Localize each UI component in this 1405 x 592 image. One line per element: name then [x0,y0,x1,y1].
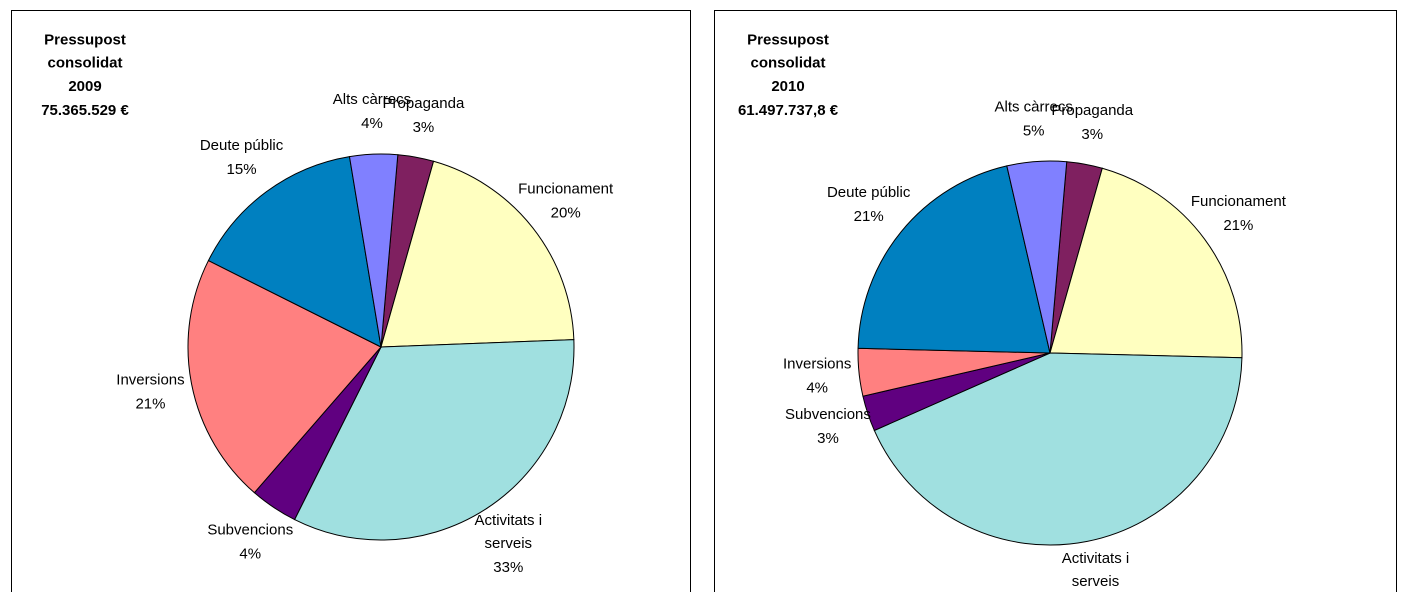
slice-label: Propaganda [383,95,465,112]
pie-slice [1006,160,1068,354]
slice-label: Alts càrrecs [994,99,1072,116]
slice-label: Propaganda [1051,102,1133,119]
slice-value-label: 3% [817,430,839,447]
slice-label: Deute públic [200,137,284,154]
slice-value-label: 3% [413,119,435,136]
chart-year: 2009 [68,78,101,95]
slice-label: Inversions [783,356,851,373]
slice-label: Funcionament [1191,193,1287,210]
slice-label: Inversions [116,372,184,389]
chart-title: Pressupost consolidat [747,31,829,71]
slice-value-label: 15% [227,161,257,178]
chart-title: Pressupost consolidat [44,31,126,71]
slice-value-label: 4% [361,115,383,132]
slice-value-label: 5% [1023,123,1045,140]
slice-label: Subvencions [207,521,293,538]
slice-label: Funcionament [518,181,614,198]
slice-value-label: 33% [493,559,523,576]
slice-label: Subvencions [785,406,871,423]
slice-value-label: 21% [854,208,884,225]
slice-label: Alts càrrecs [333,91,411,108]
pie-slice [293,339,575,541]
slice-label: Activitats i serveis [475,512,543,552]
slice-label: Activitats i serveis [1062,550,1130,590]
slice-value-label: 21% [1223,217,1253,234]
chart-total: 61.497.737,8 € [738,102,839,119]
chart-year: 2010 [771,78,804,95]
pie-slice [380,160,575,348]
pie-slice [207,156,382,348]
pie-slice [857,165,1051,354]
pie-slice [1049,167,1243,359]
chart-total: 75.365.529 € [41,102,129,119]
slice-value-label: 4% [806,380,828,397]
pie-slice [348,153,399,348]
slice-value-label: 20% [551,205,581,222]
slice-value-label: 21% [135,396,165,413]
slice-value-label: 4% [239,545,261,562]
pie-slice [187,259,382,494]
slice-value-label: 3% [1081,126,1103,143]
slice-label: Deute públic [827,184,911,201]
pie-slice [873,352,1243,546]
